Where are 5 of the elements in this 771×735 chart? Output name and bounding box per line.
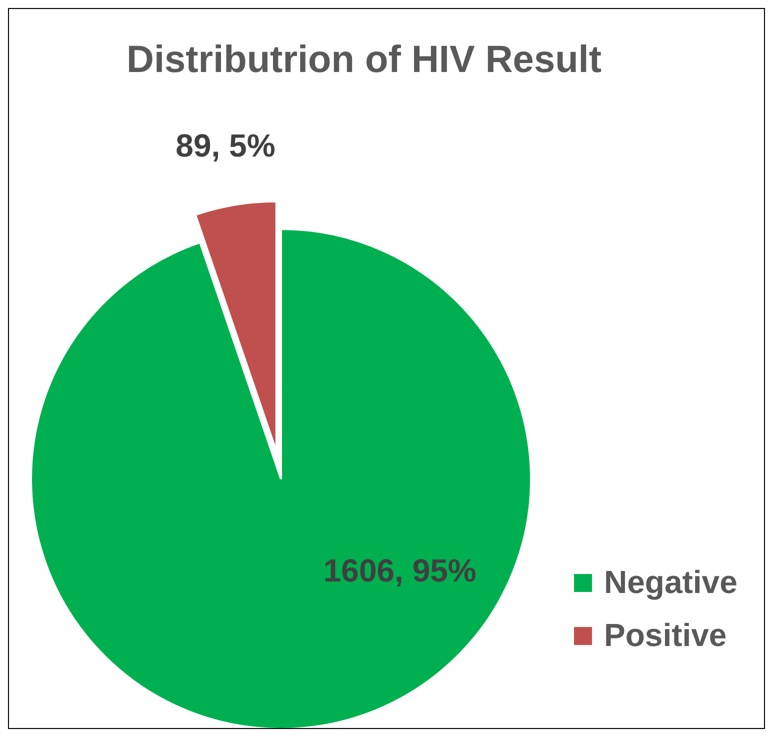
chart-title: Distributrion of HIV Result	[126, 39, 602, 82]
data-label: 1606, 95%	[323, 552, 476, 588]
legend-label: Negative	[604, 564, 738, 601]
legend-label: Positive	[604, 617, 727, 654]
data-label: 89, 5%	[176, 128, 276, 164]
